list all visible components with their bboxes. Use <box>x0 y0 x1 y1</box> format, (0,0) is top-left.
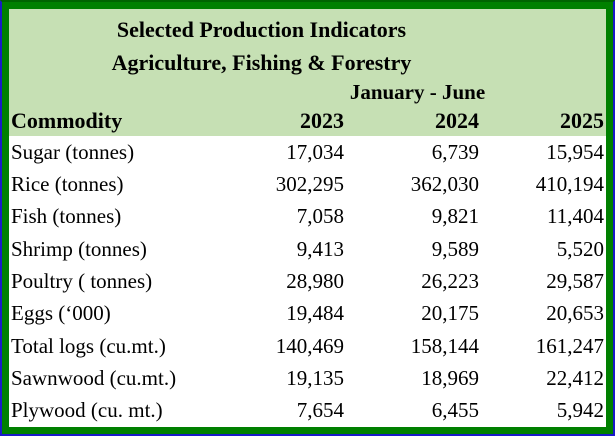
column-header-2023: 2023 <box>300 108 344 133</box>
commodity-cell: Fish (tonnes) <box>11 204 122 229</box>
commodity-cell: Sugar (tonnes) <box>11 139 135 164</box>
value-cell-2024: 20,175 <box>421 301 479 326</box>
table-body: Sugar (tonnes) 17,034 6,739 15,954 Rice … <box>9 136 606 427</box>
table-row: Shrimp (tonnes) 9,413 9,589 5,520 <box>9 233 606 265</box>
value-cell-2024: 18,969 <box>421 365 479 390</box>
table-row: Poultry ( tonnes) 28,980 26,223 29,587 <box>9 265 606 297</box>
commodity-cell: Total logs (cu.mt.) <box>11 333 166 358</box>
commodity-cell: Plywood (cu. mt.) <box>11 398 163 423</box>
value-cell-2025: 161,247 <box>535 333 604 358</box>
commodity-cell: Sawnwood (cu.mt.) <box>11 365 177 390</box>
table-row: Plywood (cu. mt.) 7,654 6,455 5,942 <box>9 395 606 427</box>
commodity-cell: Rice (tonnes) <box>11 171 124 196</box>
column-header-commodity: Commodity <box>11 108 123 133</box>
value-cell-2024: 362,030 <box>410 171 479 196</box>
table-row: Sawnwood (cu.mt.) 19,135 18,969 22,412 <box>9 362 606 394</box>
period-label: January - June <box>349 80 486 104</box>
value-cell-2023: 7,058 <box>296 204 344 229</box>
commodity-cell: Eggs (‘000) <box>11 301 111 326</box>
value-cell-2025: 22,412 <box>546 365 604 390</box>
table-row: Total logs (cu.mt.) 140,469 158,144 161,… <box>9 330 606 362</box>
value-cell-2023: 28,980 <box>286 268 344 293</box>
commodity-cell: Poultry ( tonnes) <box>11 268 153 293</box>
table-title: Selected Production Indicators <box>116 17 407 42</box>
value-cell-2024: 26,223 <box>421 268 479 293</box>
value-cell-2024: 9,821 <box>431 204 479 229</box>
table-header-block: Selected Production Indicators Agricultu… <box>9 9 606 136</box>
value-cell-2025: 29,587 <box>546 268 604 293</box>
value-cell-2025: 5,520 <box>556 236 604 261</box>
value-cell-2024: 6,739 <box>431 139 479 164</box>
table-row: Rice (tonnes) 302,295 362,030 410,194 <box>9 168 606 200</box>
value-cell-2023: 302,295 <box>275 171 344 196</box>
column-header-2024: 2024 <box>435 108 479 133</box>
table-row: Sugar (tonnes) 17,034 6,739 15,954 <box>9 136 606 168</box>
value-cell-2023: 140,469 <box>275 333 344 358</box>
value-cell-2025: 20,653 <box>546 301 604 326</box>
value-cell-2025: 15,954 <box>546 139 604 164</box>
value-cell-2024: 9,589 <box>431 236 479 261</box>
value-cell-2025: 5,942 <box>556 398 604 423</box>
value-cell-2023: 19,484 <box>286 301 344 326</box>
commodity-cell: Shrimp (tonnes) <box>11 236 147 261</box>
table-row: Fish (tonnes) 7,058 9,821 11,404 <box>9 201 606 233</box>
value-cell-2025: 410,194 <box>535 171 604 196</box>
table-subtitle: Agriculture, Fishing & Forestry <box>111 50 412 75</box>
column-header-row: Commodity 2023 2024 2025 <box>9 106 606 136</box>
column-header-2025: 2025 <box>560 108 604 133</box>
value-cell-2024: 158,144 <box>410 333 479 358</box>
value-cell-2023: 9,413 <box>296 236 344 261</box>
value-cell-2024: 6,455 <box>431 398 479 423</box>
value-cell-2025: 11,404 <box>547 204 604 229</box>
value-cell-2023: 19,135 <box>286 365 344 390</box>
table-row: Eggs (‘000) 19,484 20,175 20,653 <box>9 298 606 330</box>
value-cell-2023: 7,654 <box>296 398 344 423</box>
value-cell-2023: 17,034 <box>286 139 344 164</box>
